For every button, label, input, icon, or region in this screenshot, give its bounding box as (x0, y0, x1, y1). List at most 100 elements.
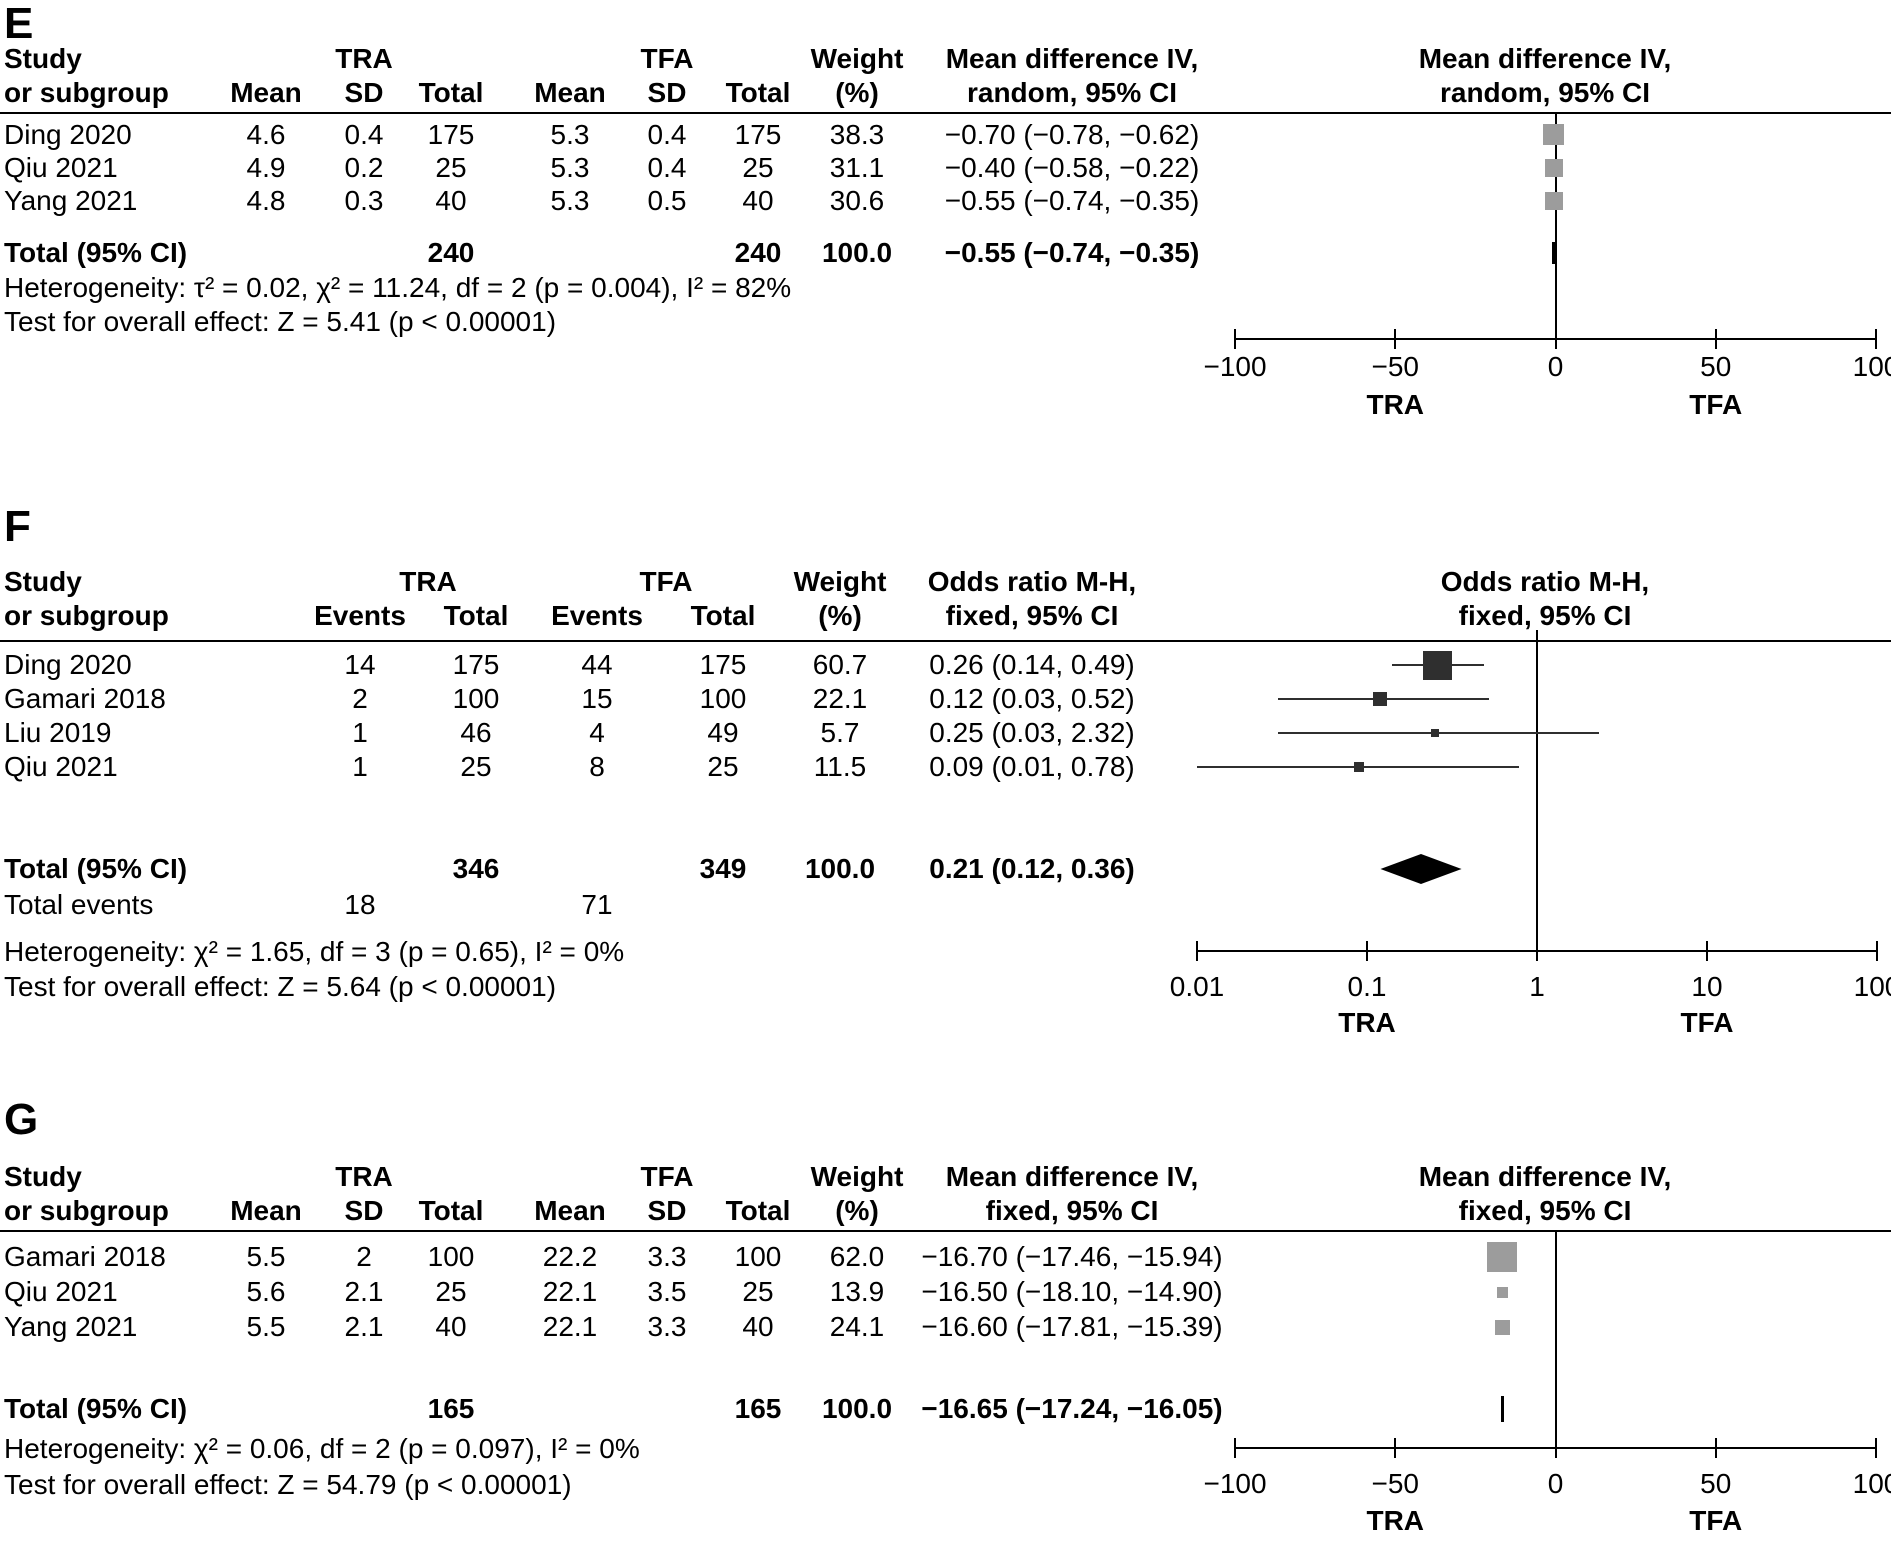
cell: 46 (460, 717, 492, 748)
no-effect-line (1554, 1232, 1557, 1447)
total-diamond (1500, 1396, 1504, 1422)
header-plot2: fixed, 95% CI (1458, 1195, 1632, 1226)
cell: 8 (589, 751, 605, 782)
cell: 3.5 (647, 1276, 687, 1307)
total-weight: 100.0 (804, 853, 876, 884)
cell-effect-ci: −0.40 (−0.58, −0.22) (944, 152, 1200, 183)
cell: 175 (452, 649, 500, 680)
total-effect-ci: 0.21 (0.12, 0.36) (929, 853, 1135, 884)
overall-effect-line: Test for overall effect: Z = 5.64 (p < 0… (0, 970, 1891, 1003)
header-col: SD (647, 77, 687, 108)
header-effect: Mean difference IV, (945, 43, 1199, 74)
cell: 5.3 (550, 119, 590, 150)
cell: 0.4 (344, 119, 384, 150)
cell: 1 (352, 751, 368, 782)
header-col: Total (418, 1195, 484, 1226)
header-col: Total (443, 600, 509, 631)
cell: 100 (452, 683, 500, 714)
cell: 100 (427, 1241, 475, 1272)
axis-tick-label: 0 (1547, 1468, 1564, 1499)
heterogeneity-line: Heterogeneity: χ² = 1.65, df = 3 (p = 0.… (0, 935, 1891, 968)
cell: 25 (435, 152, 467, 183)
header-subgroup: or subgroup (4, 600, 169, 631)
table-row: Yang 2021 4.8 0.3 40 5.3 0.5 40 30.6 −0.… (0, 184, 1891, 217)
heterogeneity-text: Heterogeneity: χ² = 0.06, df = 2 (p = 0.… (4, 1433, 640, 1464)
header-col: Mean (230, 77, 302, 108)
total-n1: 165 (427, 1393, 475, 1424)
cell: 175 (734, 119, 782, 150)
cell: 25 (707, 751, 739, 782)
forest-square (1544, 192, 1563, 210)
axis-tick-label: 10 (1691, 971, 1723, 1002)
header-col: Events (551, 600, 643, 631)
cell-weight: 30.6 (829, 185, 885, 216)
cell: 4.6 (246, 119, 286, 150)
header-rule (0, 1230, 1891, 1232)
header-col: Total (725, 77, 791, 108)
header-tra-group: TRA (335, 43, 393, 74)
total-events-tra: 18 (344, 889, 376, 920)
total-weight: 100.0 (821, 1393, 893, 1424)
cell-effect-ci: −0.70 (−0.78, −0.62) (944, 119, 1200, 150)
cell-weight: 38.3 (829, 119, 885, 150)
cell: 44 (581, 649, 613, 680)
total-effect-ci: −0.55 (−0.74, −0.35) (944, 237, 1200, 268)
axis-tick (1234, 329, 1236, 349)
axis-group-label: TFA (1689, 1505, 1743, 1536)
cell: 40 (435, 1311, 467, 1342)
axis-tick (1196, 941, 1198, 961)
no-effect-line (1554, 114, 1557, 338)
cell-weight: 22.1 (812, 683, 868, 714)
total-effect-ci: −16.65 (−17.24, −16.05) (921, 1393, 1223, 1424)
forest-square (1545, 159, 1564, 177)
cell-effect-ci: 0.12 (0.03, 0.52) (929, 683, 1135, 714)
axis-tick-label: −50 (1371, 351, 1420, 382)
header-plot2: random, 95% CI (1439, 77, 1651, 108)
header-study: Study (4, 1161, 82, 1192)
axis-tick-label: 100 (1852, 1468, 1891, 1499)
header-col: Mean (534, 77, 606, 108)
forest-square (1494, 1319, 1510, 1335)
cell: 25 (742, 152, 774, 183)
header-weight-pct: (%) (818, 600, 862, 631)
header-col: Mean (534, 1195, 606, 1226)
axis-tick (1394, 1438, 1397, 1458)
axis-tick (1714, 1438, 1717, 1458)
study-name: Yang 2021 (4, 185, 138, 216)
cell: 175 (427, 119, 475, 150)
cell-effect-ci: −16.50 (−18.10, −14.90) (921, 1276, 1223, 1307)
header-weight: Weight (793, 566, 887, 597)
axis-tick-label: 50 (1700, 351, 1732, 382)
forest-square (1354, 762, 1365, 772)
cell: 15 (581, 683, 613, 714)
table-row: Qiu 2021 5.6 2.1 25 22.1 3.5 25 13.9 −16… (0, 1275, 1891, 1308)
cell: 40 (742, 185, 774, 216)
header-tfa-group: TFA (639, 566, 693, 597)
axis-tick (1554, 329, 1557, 349)
header-col: Total (725, 1195, 791, 1226)
heterogeneity-line: Heterogeneity: χ² = 0.06, df = 2 (p = 0.… (0, 1432, 1891, 1465)
cell: 2 (352, 683, 368, 714)
table-row: Qiu 2021 4.9 0.2 25 5.3 0.4 25 31.1 −0.4… (0, 151, 1891, 184)
axis-tick-label: −50 (1371, 1468, 1420, 1499)
cell: 2.1 (344, 1276, 384, 1307)
total-events-row: Total events 18 71 (0, 888, 1891, 921)
header-tra-group: TRA (399, 566, 457, 597)
cell-effect-ci: 0.26 (0.14, 0.49) (929, 649, 1135, 680)
total-weight: 100.0 (821, 237, 893, 268)
header-effect2: fixed, 95% CI (985, 1195, 1159, 1226)
axis-tick-label: 1 (1529, 971, 1545, 1002)
study-name: Liu 2019 (4, 717, 112, 748)
cell: 5.3 (550, 152, 590, 183)
table-row: Yang 2021 5.5 2.1 40 22.1 3.3 40 24.1 −1… (0, 1310, 1891, 1343)
cell: 4.9 (246, 152, 286, 183)
header-plot: Mean difference IV, (1418, 43, 1672, 74)
overall-effect-text: Test for overall effect: Z = 5.64 (p < 0… (4, 971, 557, 1002)
total-diamond (1552, 242, 1556, 264)
cell: 22.1 (542, 1311, 598, 1342)
heterogeneity-text: Heterogeneity: τ² = 0.02, χ² = 11.24, df… (4, 272, 792, 303)
cell-weight: 62.0 (829, 1241, 885, 1272)
overall-effect-line: Test for overall effect: Z = 54.79 (p < … (0, 1468, 1891, 1501)
cell: 4 (589, 717, 605, 748)
panel-f-header-line1: Study TRA TFA Weight Odds ratio M-H, Odd… (0, 565, 1891, 598)
